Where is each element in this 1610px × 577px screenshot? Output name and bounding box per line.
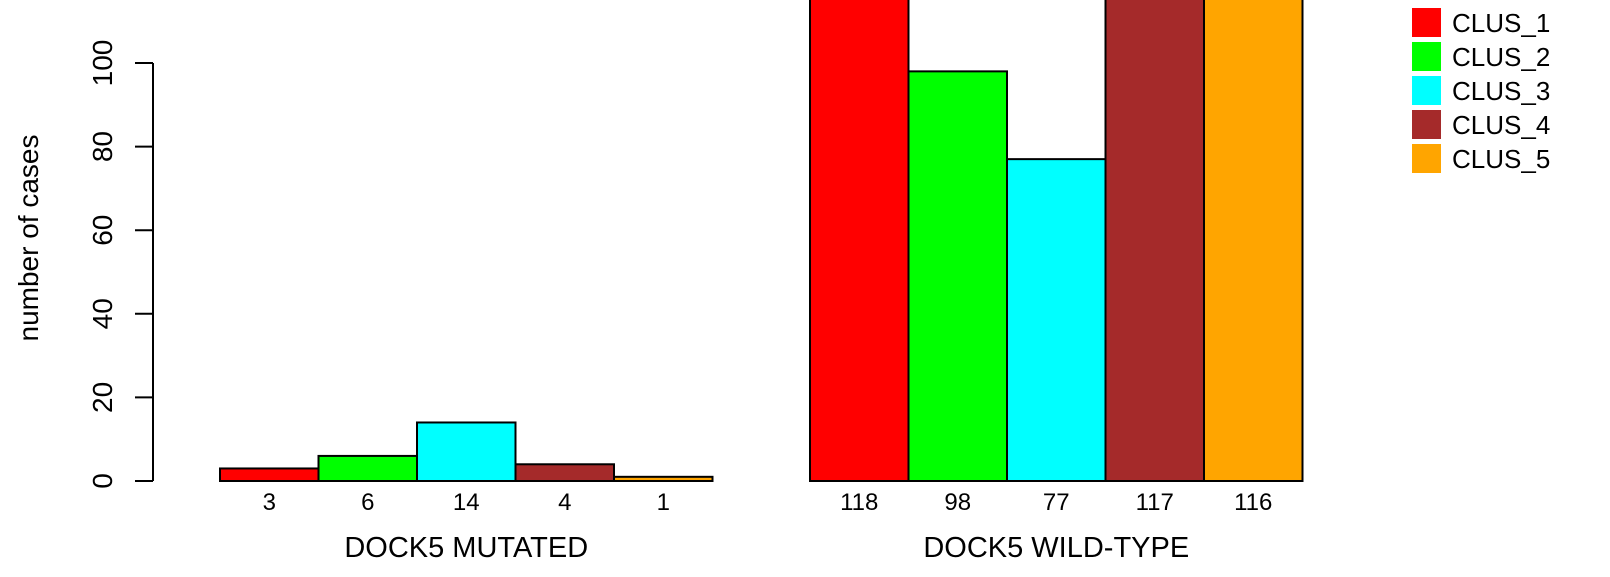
group-label-mutated: DOCK5 MUTATED	[344, 532, 588, 564]
bar-value-label: 98	[944, 489, 971, 516]
bar-value-label: 4	[558, 489, 571, 516]
y-tick-label: 80	[87, 131, 118, 162]
bar-wild-type-clus-3	[1007, 159, 1106, 481]
group-label-wild-type: DOCK5 WILD-TYPE	[923, 532, 1189, 564]
legend-swatch	[1412, 8, 1441, 37]
bar-wild-type-clus-4	[1106, 0, 1205, 481]
y-axis-label: number of cases	[13, 135, 44, 342]
legend-label: CLUS_4	[1452, 110, 1550, 140]
legend-swatch	[1412, 110, 1441, 139]
bar-wild-type-clus-5	[1204, 0, 1303, 481]
bar-value-label: 116	[1234, 489, 1272, 516]
bar-wild-type-clus-2	[909, 71, 1008, 481]
bar-value-label: 6	[361, 489, 374, 516]
bar-value-label: 1	[657, 489, 670, 516]
bar-value-label: 118	[840, 489, 878, 516]
y-tick-label: 40	[87, 298, 118, 329]
legend-label: CLUS_5	[1452, 144, 1550, 174]
bar-mutated-clus-4	[516, 464, 615, 481]
legend: CLUS_1 CLUS_2 CLUS_3 CLUS_4 CLUS_5	[1412, 8, 1550, 174]
bar-value-labels: 3 6 14 4 1 118 98 77 117 116	[263, 489, 1273, 516]
legend-label: CLUS_3	[1452, 76, 1550, 106]
bar-mutated-clus-5	[614, 477, 713, 481]
y-axis: 0 20 40 60 80 100	[87, 40, 153, 489]
bar-wild-type-clus-1	[810, 0, 909, 481]
bar-value-label: 117	[1136, 489, 1174, 516]
bar-mutated-clus-2	[319, 456, 418, 481]
legend-label: CLUS_2	[1452, 42, 1550, 72]
legend-label: CLUS_1	[1452, 8, 1550, 38]
y-tick-label: 20	[87, 382, 118, 413]
group-labels: DOCK5 MUTATED DOCK5 WILD-TYPE	[344, 532, 1189, 564]
legend-swatch	[1412, 144, 1441, 173]
bar-mutated-clus-3	[417, 422, 516, 481]
bars-layer	[220, 0, 1303, 481]
y-tick-label: 60	[87, 215, 118, 246]
legend-swatch	[1412, 42, 1441, 71]
legend-swatch	[1412, 76, 1441, 105]
bar-value-label: 3	[263, 489, 276, 516]
bar-value-label: 77	[1043, 489, 1070, 516]
y-tick-label: 100	[87, 40, 118, 87]
bar-mutated-clus-1	[220, 468, 319, 481]
y-tick-label: 0	[87, 473, 118, 489]
bar-value-label: 14	[453, 489, 480, 516]
